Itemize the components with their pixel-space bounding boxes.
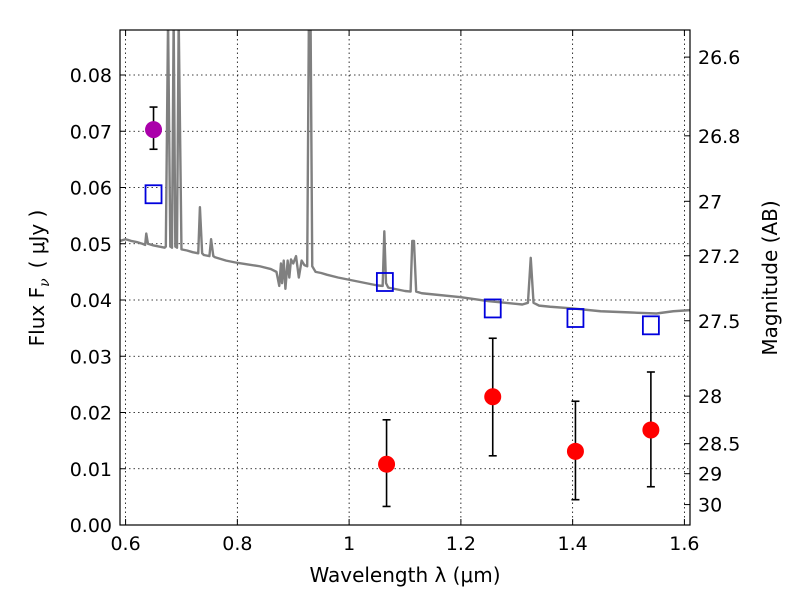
x-tick-label: 1.6 [669,533,699,555]
y-tick-label: 0.06 [70,178,112,200]
synthetic-photometry-marker [566,308,585,328]
detection-point [145,121,163,139]
x-axis-label: Wavelength λ (μm) [309,563,500,587]
observed-photometry-point [378,455,396,473]
y2-tick-label: 28 [698,386,722,408]
y2-tick-label: 26.6 [698,47,740,69]
series-layer [120,30,690,508]
y-tick-label: 0.00 [70,515,112,537]
y-tick-label: 0.03 [70,346,112,368]
x-tick-label: 1.2 [446,533,476,555]
x-tick-label: 0.6 [110,533,140,555]
x-tick-label: 1.4 [558,533,588,555]
y2-tick-label: 26.8 [698,126,740,148]
y-tick-label: 0.02 [70,403,112,425]
y2-axis-label: Magnitude (AB) [758,200,782,355]
x-tick-label: 0.8 [222,533,252,555]
observed-photometry-point [484,388,502,406]
y-tick-label: 0.01 [70,459,112,481]
y-tick-label: 0.05 [70,234,112,256]
observed-photometry-point [566,442,584,460]
spectrum-line [120,30,690,315]
y2-tick-label: 27.2 [698,246,740,268]
y-tick-label: 0.07 [70,121,112,143]
y2-tick-label: 27.5 [698,311,740,333]
observed-photometry-point [642,421,660,439]
axis-ticks: 0.6 0.8 1 1.2 1.4 1.6 0.00 0.01 0.02 0.03 0.04 0.05… [70,30,740,555]
synthetic-photometry-marker [144,184,163,205]
y2-tick-label: 28.5 [698,434,740,456]
y2-tick-label: 30 [698,495,722,517]
plot-frame [119,29,691,526]
y2-tick-label: 27 [698,191,722,213]
y-tick-label: 0.04 [70,290,112,312]
synthetic-photometry-marker [483,298,502,319]
synthetic-photometry-marker [375,272,394,292]
y-tick-label: 0.08 [70,65,112,87]
x-tick-label: 1 [343,533,355,555]
y2-tick-label: 29 [698,464,722,486]
y-axis-label: Flux Fν( μJy ) [25,210,53,347]
synthetic-photometry-marker [641,315,660,336]
grid-lines [120,30,690,526]
